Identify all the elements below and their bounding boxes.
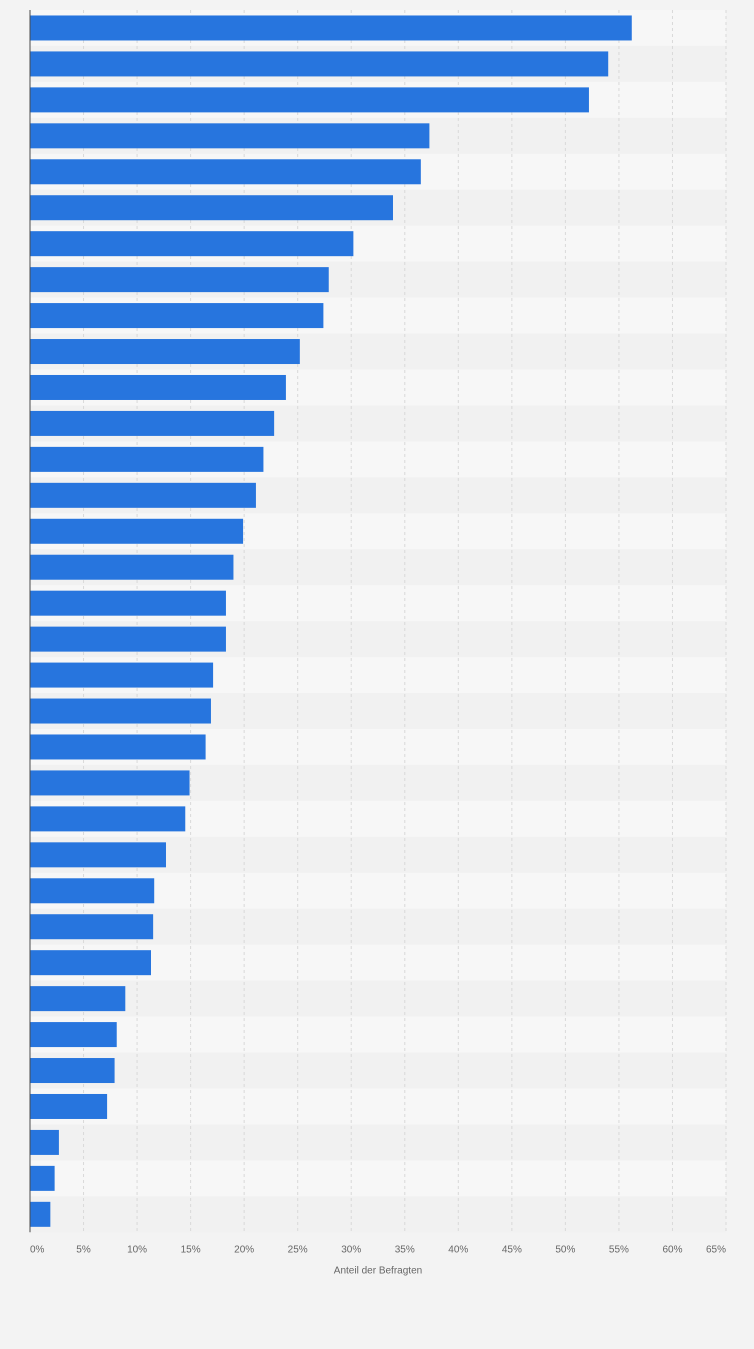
bar [30, 1129, 59, 1155]
bar [30, 15, 632, 41]
bar [30, 482, 256, 508]
bar [30, 339, 300, 365]
x-tick-labels: 0% 5% 10% 15% 20% 25% 30% 35% 40% 45% 50% 55% 60% 65% [30, 1244, 726, 1255]
bar [30, 734, 206, 760]
x-tick-label: 25% [288, 1244, 308, 1255]
x-tick-label: 35% [395, 1244, 415, 1255]
x-tick-label: 10% [127, 1244, 147, 1255]
x-tick-label: 60% [662, 1244, 682, 1255]
bar [30, 231, 354, 257]
bar [30, 123, 430, 149]
bar [30, 518, 244, 544]
row-bands [30, 10, 726, 1233]
bar [30, 159, 421, 185]
bar [30, 986, 126, 1012]
bar [30, 1093, 108, 1119]
x-tick-label: 15% [181, 1244, 201, 1255]
x-tick-label: 5% [76, 1244, 91, 1255]
bar [30, 554, 234, 580]
bar [30, 410, 275, 436]
x-tick-label: 65% [706, 1244, 726, 1255]
bar [30, 842, 166, 868]
bar [30, 626, 226, 652]
bar [30, 446, 264, 472]
row-band [30, 1196, 726, 1233]
x-tick-label: 30% [341, 1244, 361, 1255]
row-band [30, 1088, 726, 1125]
bar [30, 806, 186, 832]
x-tick-label: 20% [234, 1244, 254, 1255]
row-band [30, 1016, 726, 1053]
x-axis-title: Anteil der Befragten [334, 1265, 422, 1276]
row-band [30, 1052, 726, 1089]
bar [30, 770, 190, 796]
x-tick-label: 55% [609, 1244, 629, 1255]
bar [30, 87, 589, 113]
x-tick-label: 0% [30, 1244, 45, 1255]
bar [30, 878, 155, 904]
bar [30, 590, 226, 616]
bar [30, 1022, 117, 1048]
x-tick-label: 40% [448, 1244, 468, 1255]
bar [30, 303, 324, 329]
x-tick-label: 50% [555, 1244, 575, 1255]
bars [30, 15, 632, 1227]
bar [30, 662, 214, 688]
row-band [30, 1124, 726, 1161]
bar [30, 950, 151, 976]
bar [30, 1058, 115, 1084]
row-band [30, 1160, 726, 1197]
bar [30, 51, 609, 77]
row-band [30, 980, 726, 1017]
bar [30, 195, 393, 221]
bar [30, 1201, 51, 1227]
bar [30, 914, 154, 940]
bar [30, 1165, 55, 1191]
x-tick-label: 45% [502, 1244, 522, 1255]
bar [30, 267, 329, 293]
bar [30, 698, 211, 724]
bar [30, 374, 286, 400]
